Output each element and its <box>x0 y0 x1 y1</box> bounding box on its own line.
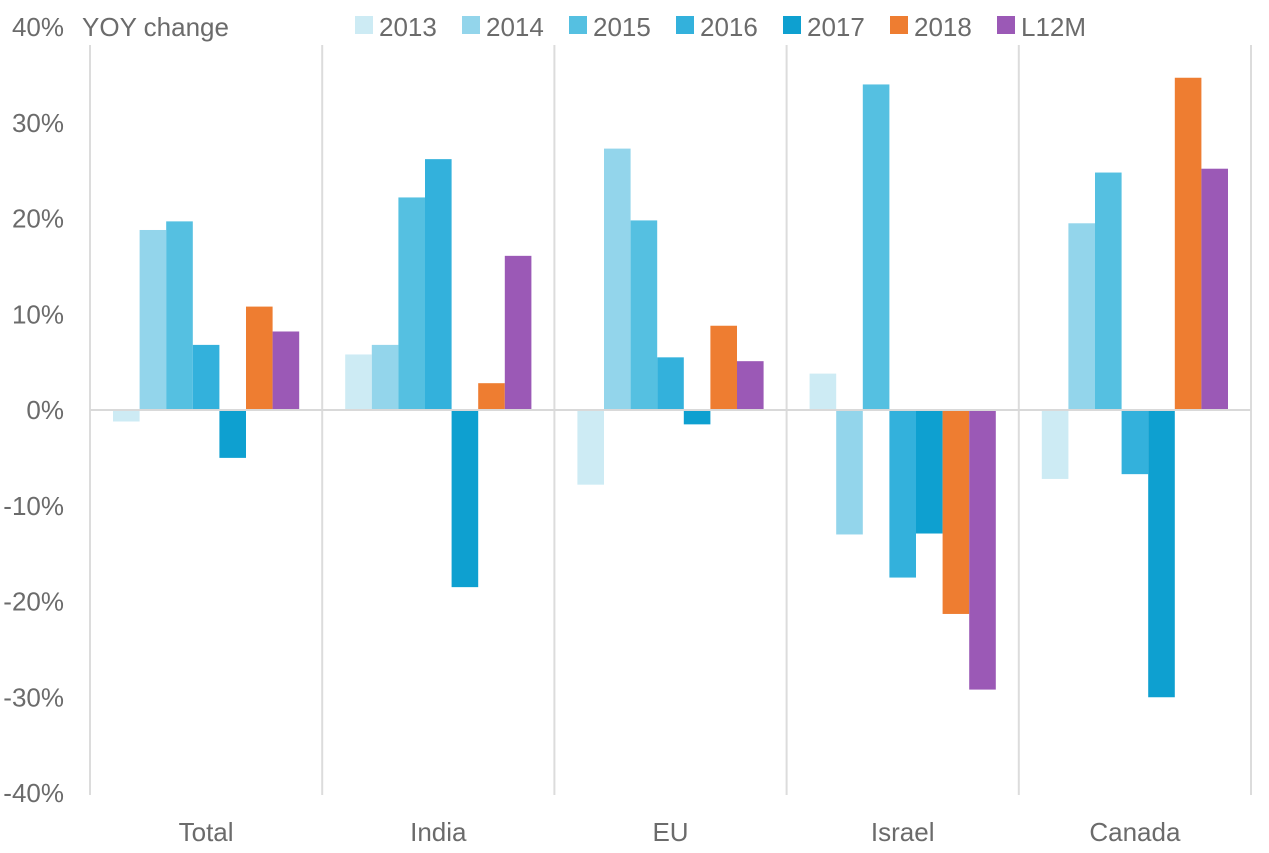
legend-swatch <box>890 16 908 34</box>
bar <box>219 410 246 458</box>
bar <box>451 410 479 588</box>
bar <box>1121 410 1149 475</box>
x-tick-label: EU <box>652 817 688 847</box>
legend: 2013 2014 2015 2016 2017 2018 L12M <box>355 12 1086 42</box>
y-tick-label: 40% <box>12 12 64 42</box>
bar <box>737 361 764 410</box>
legend-label: 2014 <box>486 12 544 42</box>
y-axis-label: YOY change <box>82 12 229 42</box>
legend-swatch <box>569 16 587 34</box>
y-tick-label: -40% <box>3 778 64 808</box>
legend-swatch <box>997 16 1015 34</box>
legend-label: 2013 <box>379 12 437 42</box>
bar <box>1068 223 1095 410</box>
bar <box>710 325 737 410</box>
bar <box>836 410 863 535</box>
y-tick-label: -30% <box>3 682 64 712</box>
legend-swatch <box>676 16 694 34</box>
bar <box>345 354 372 410</box>
bar <box>478 383 505 410</box>
bar <box>657 357 684 410</box>
legend-label: 2018 <box>914 12 972 42</box>
bar <box>425 159 452 410</box>
bar <box>942 410 970 614</box>
bar <box>272 331 300 410</box>
legend-label: 2016 <box>700 12 758 42</box>
bar <box>809 373 837 410</box>
bar <box>1174 77 1202 410</box>
bar <box>577 410 604 485</box>
y-tick-label: 0% <box>26 395 64 425</box>
legend-swatch <box>355 16 373 34</box>
y-axis-ticks: -40% -30% -20% -10% 0% 10% 20% 30% 40% <box>3 12 64 808</box>
bar <box>1095 172 1122 410</box>
x-tick-label: India <box>410 817 467 847</box>
bar <box>139 229 167 410</box>
y-tick-label: 10% <box>12 299 64 329</box>
bar <box>398 197 425 410</box>
bar <box>604 148 631 410</box>
legend-swatch <box>783 16 801 34</box>
bar <box>916 410 943 534</box>
bar <box>683 410 711 425</box>
y-tick-label: 30% <box>12 108 64 138</box>
bar <box>889 410 916 578</box>
bar <box>192 344 220 410</box>
x-tick-label: Israel <box>871 817 935 847</box>
bar <box>246 306 273 410</box>
bar <box>113 410 140 422</box>
bar <box>862 84 890 410</box>
bar <box>1201 168 1228 410</box>
bar <box>630 220 658 410</box>
bar <box>1041 410 1069 479</box>
x-axis-labels: Total India EU Israel Canada <box>179 817 1181 847</box>
bar <box>166 221 193 410</box>
legend-label: 2015 <box>593 12 651 42</box>
legend-label: L12M <box>1021 12 1086 42</box>
y-tick-label: 20% <box>12 204 64 234</box>
bar <box>371 344 399 410</box>
category-dividers <box>89 45 1252 795</box>
y-tick-label: -10% <box>3 491 64 521</box>
legend-swatch <box>462 16 480 34</box>
x-tick-label: Canada <box>1089 817 1181 847</box>
y-tick-label: -20% <box>3 587 64 617</box>
bar <box>969 410 996 690</box>
bar <box>504 255 532 410</box>
legend-label: 2017 <box>807 12 865 42</box>
bar <box>1148 410 1175 698</box>
bars <box>113 77 1228 698</box>
x-tick-label: Total <box>179 817 234 847</box>
